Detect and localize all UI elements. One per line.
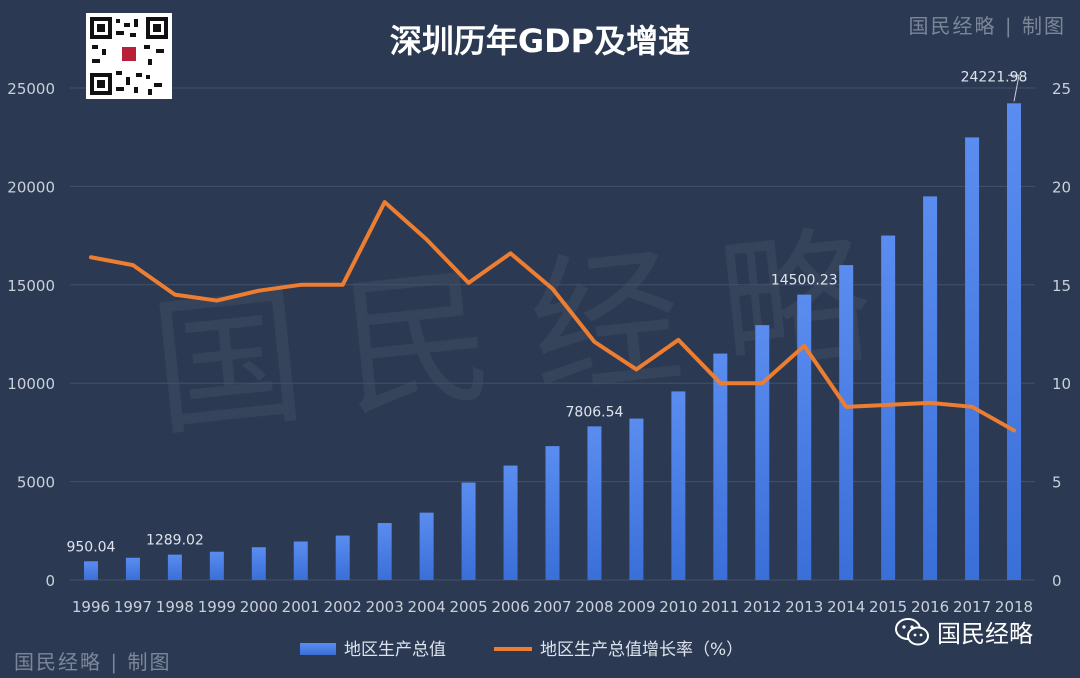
bar bbox=[881, 235, 896, 580]
data-label: 24221.98 bbox=[961, 69, 1028, 85]
chart-title: 深圳历年GDP及增速 bbox=[390, 22, 690, 60]
y-left-tick-label: 25000 bbox=[7, 80, 55, 98]
y-right-tick-label: 15 bbox=[1052, 277, 1071, 295]
x-tick-label: 2008 bbox=[575, 598, 613, 616]
bar bbox=[1007, 103, 1022, 580]
x-tick-label: 2009 bbox=[617, 598, 655, 616]
x-tick-label: 1997 bbox=[114, 598, 152, 616]
x-tick-label: 2014 bbox=[827, 598, 865, 616]
x-tick-label: 2002 bbox=[324, 598, 362, 616]
brand-bottom-left: 国民经略 | 制图 bbox=[14, 650, 172, 674]
bar bbox=[839, 265, 854, 580]
y-right-tick-label: 20 bbox=[1052, 178, 1071, 196]
x-tick-label: 2001 bbox=[282, 598, 320, 616]
legend-bar-swatch bbox=[300, 643, 336, 655]
y-right-tick-label: 0 bbox=[1052, 572, 1062, 590]
brand-top-right: 国民经略 | 制图 bbox=[908, 14, 1066, 38]
data-label-leader bbox=[1008, 74, 1020, 102]
y-left-tick-label: 10000 bbox=[7, 375, 55, 393]
x-tick-label: 2015 bbox=[869, 598, 907, 616]
x-tick-label: 1999 bbox=[198, 598, 236, 616]
data-label: 950.04 bbox=[66, 539, 115, 555]
growth-line bbox=[88, 200, 1017, 433]
bar bbox=[251, 547, 266, 580]
y-right-tick-label: 5 bbox=[1052, 474, 1062, 492]
bar bbox=[671, 391, 686, 580]
data-label: 1289.02 bbox=[146, 533, 204, 549]
bar bbox=[209, 551, 224, 580]
legend-line-label: 地区生产总值增长率（%） bbox=[540, 640, 743, 660]
x-tick-label: 2005 bbox=[449, 598, 487, 616]
y-right-tick-label: 10 bbox=[1052, 375, 1071, 393]
x-tick-label: 2012 bbox=[743, 598, 781, 616]
x-tick-label: 2013 bbox=[785, 598, 823, 616]
bar bbox=[629, 418, 644, 580]
wechat-icon bbox=[895, 617, 929, 645]
bar bbox=[125, 557, 140, 580]
x-tick-label: 2003 bbox=[366, 598, 404, 616]
bar bbox=[503, 465, 518, 580]
bar bbox=[797, 294, 812, 580]
y-right-tick-label: 25 bbox=[1052, 80, 1071, 98]
bar bbox=[755, 325, 770, 580]
bar bbox=[965, 137, 980, 581]
bar bbox=[293, 541, 308, 580]
y-left-tick-label: 15000 bbox=[7, 277, 55, 295]
y-left-tick-label: 5000 bbox=[17, 474, 55, 492]
data-label: 14500.23 bbox=[771, 273, 838, 289]
x-tick-label: 2004 bbox=[408, 598, 446, 616]
wechat-name: 国民经略 bbox=[937, 620, 1033, 648]
bar bbox=[587, 426, 602, 580]
x-tick-label: 2007 bbox=[533, 598, 571, 616]
bar bbox=[335, 535, 350, 580]
bar bbox=[923, 196, 938, 581]
bar bbox=[167, 554, 182, 580]
bar bbox=[419, 512, 434, 580]
wechat-account: 国民经略 bbox=[895, 614, 1033, 649]
x-tick-label: 2000 bbox=[240, 598, 278, 616]
bar bbox=[377, 523, 392, 580]
bar bbox=[461, 482, 476, 580]
bar bbox=[545, 446, 560, 580]
bar bbox=[713, 353, 728, 580]
data-label: 7806.54 bbox=[566, 404, 624, 420]
x-tick-label: 2010 bbox=[659, 598, 697, 616]
legend-bar-label: 地区生产总值 bbox=[344, 640, 446, 660]
y-left-tick-label: 0 bbox=[45, 572, 55, 590]
x-tick-label: 2017 bbox=[953, 598, 991, 616]
x-tick-label: 2016 bbox=[911, 598, 949, 616]
x-tick-label: 1998 bbox=[156, 598, 194, 616]
y-left-tick-label: 20000 bbox=[7, 178, 55, 196]
qr-code bbox=[86, 13, 172, 99]
bar bbox=[83, 561, 98, 580]
x-tick-label: 2006 bbox=[491, 598, 529, 616]
x-tick-label: 2011 bbox=[701, 598, 739, 616]
x-tick-label: 2018 bbox=[995, 598, 1033, 616]
x-tick-label: 1996 bbox=[72, 598, 110, 616]
